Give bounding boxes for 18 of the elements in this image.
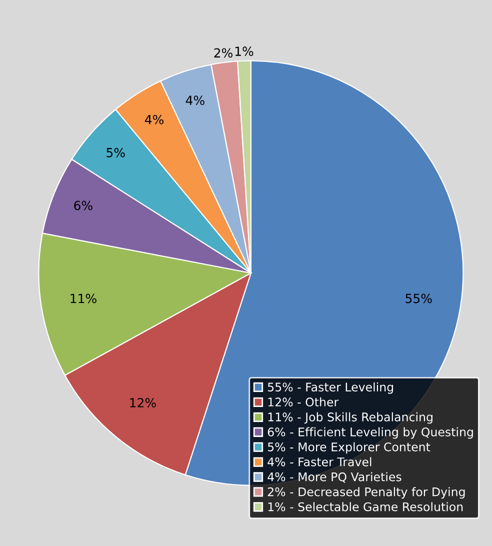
legend-label: 4% - Faster Travel (268, 457, 372, 466)
data-label: 2% (214, 48, 232, 58)
data-label: 55% (406, 294, 432, 304)
data-label: 4% (186, 96, 204, 106)
legend-label: 1% - Selectable Game Resolution (268, 502, 463, 512)
legend-label: 55% - Faster Leveling (268, 382, 394, 394)
data-label: 4% (144, 114, 164, 124)
data-label: 1% (235, 46, 254, 56)
data-label: 5% (106, 148, 125, 158)
legend-label: 12% - Other (268, 397, 339, 406)
legend-label: 4% - More PQ Varieties (268, 472, 402, 483)
data-label: 11% (70, 294, 96, 304)
data-label: 12% (130, 398, 156, 408)
data-label: 6% (74, 200, 92, 210)
legend-label: 6% - Efficient Leveling by Questing (268, 427, 473, 439)
legend-label: 5% - More Explorer Content (268, 442, 430, 454)
legend-label: 2% - Decreased Penalty for Dying (268, 487, 465, 499)
legend-label: 11% - Job Skills Rebalancing (268, 412, 432, 424)
